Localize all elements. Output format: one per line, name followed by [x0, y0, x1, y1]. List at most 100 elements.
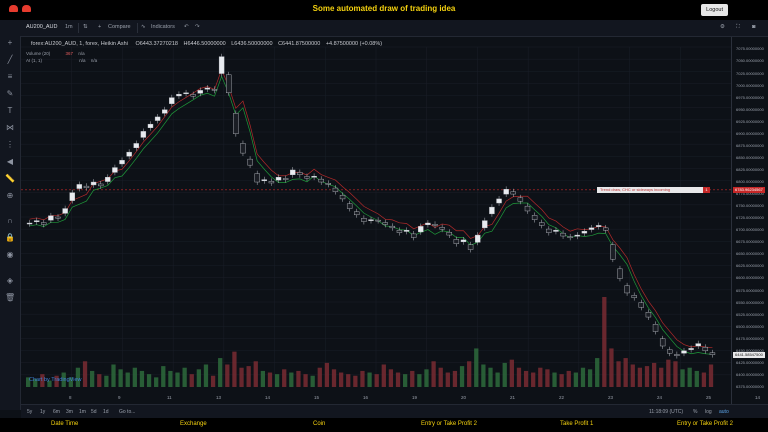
range-1m[interactable]: 1m	[79, 409, 86, 415]
volume-bar	[324, 362, 330, 387]
range-1d[interactable]: 1d	[103, 409, 109, 415]
range-5y[interactable]: 5y	[27, 409, 33, 415]
fullscreen-icon[interactable]: ⛶	[736, 24, 740, 30]
volume-bar	[132, 367, 137, 387]
candle-body	[539, 222, 545, 226]
chart-style-icon[interactable]: ⇅	[83, 24, 88, 30]
volume-bar	[331, 369, 337, 387]
candle-body	[226, 74, 232, 94]
volume-bar	[381, 364, 386, 387]
candle-body	[524, 205, 531, 212]
trendline-icon[interactable]: ╱	[7, 55, 13, 64]
price-tick: 6800.00000000	[736, 179, 764, 185]
range-1y[interactable]: 1y	[40, 409, 46, 415]
indicators-icon[interactable]: ∿	[141, 24, 146, 30]
price-axis[interactable]: 7075.00000000 7050.00000000 7025.00000000 7…	[731, 37, 768, 404]
lock-icon[interactable]: 🔒	[5, 233, 15, 242]
ai-na-1: n/a	[79, 58, 86, 63]
zoom-icon[interactable]: ⊕	[6, 191, 14, 200]
candle-body	[610, 244, 616, 260]
settings-icon[interactable]: ⚙	[720, 24, 725, 30]
volume-bar	[154, 377, 159, 387]
eye-icon[interactable]: ◉	[6, 250, 14, 259]
candle-body	[688, 348, 694, 350]
compare-button[interactable]: Compare	[108, 24, 131, 30]
tradingview-watermark[interactable]: Chart by TradingView	[29, 377, 82, 383]
logout-button[interactable]: Logout	[701, 4, 728, 16]
indicators-button[interactable]: Indicators	[151, 24, 175, 30]
candle-body	[48, 215, 54, 221]
candle-body	[247, 158, 253, 166]
range-3m[interactable]: 3m	[66, 409, 73, 415]
time-tick: 16	[363, 395, 369, 400]
chart-area[interactable]: forex:AU200_AUD, 1, forex, Heikin Ashi O…	[21, 37, 731, 404]
undo-icon[interactable]: ↶	[184, 24, 189, 30]
volume-legend: Volume (20) 367 n/a	[26, 51, 85, 56]
trash-icon[interactable]: 🗑	[5, 293, 16, 302]
candle-body	[410, 233, 417, 238]
snapshot-icon[interactable]: ◙	[752, 24, 756, 30]
volume-bar	[566, 370, 571, 387]
candle-body	[403, 230, 410, 232]
annotation-tag[interactable]: 1	[703, 187, 710, 193]
volume-bar	[139, 370, 145, 387]
price-chart[interactable]	[21, 37, 731, 394]
pattern-tool-icon[interactable]: ⋈	[6, 123, 14, 132]
goto-button[interactable]: Go to...	[119, 409, 136, 415]
volume-bar	[523, 370, 529, 387]
magnet-icon[interactable]: ∩	[7, 216, 13, 225]
volume-bar	[481, 364, 486, 387]
price-tick: 6675.00000000	[736, 239, 764, 245]
layers-icon[interactable]: ◈	[6, 276, 14, 285]
time-axis[interactable]: 8 9 11 13 14 15 16 19 20 21 22 23 24 25 14	[21, 394, 760, 404]
candle-body	[638, 302, 644, 308]
crosshair-icon[interactable]: +	[7, 38, 13, 47]
volume-bar	[445, 372, 450, 387]
symbol-search[interactable]: AU200_AUD	[26, 24, 58, 30]
time-tick: 25	[706, 395, 712, 400]
volume-bar	[118, 369, 123, 387]
volume-bar	[666, 359, 671, 387]
volume-bar	[531, 372, 536, 387]
volume-label: Volume (20)	[26, 51, 51, 56]
candle-body	[62, 208, 68, 214]
horizontal-line-icon[interactable]: ≡	[7, 72, 13, 81]
candle-body	[211, 88, 218, 91]
candle-body	[617, 268, 623, 279]
candle-body	[261, 179, 267, 182]
auto-toggle[interactable]: auto	[719, 409, 729, 415]
fib-tool-icon[interactable]: ⋮	[6, 140, 14, 149]
candle-body	[183, 92, 189, 95]
arrow-icon[interactable]: ◀	[6, 157, 14, 166]
volume-bar	[644, 366, 650, 387]
price-tick: 6875.00000000	[736, 142, 764, 148]
interval-selector[interactable]: 1m	[65, 24, 73, 30]
price-tick: 6750.00000000	[736, 203, 764, 209]
percent-toggle[interactable]: %	[693, 409, 698, 415]
log-toggle[interactable]: log	[705, 409, 712, 415]
price-tick: 6650.00000000	[736, 251, 764, 257]
candle-body	[531, 215, 538, 220]
range-5d[interactable]: 5d	[91, 409, 97, 415]
price-tick: 6375.00000000	[736, 384, 764, 389]
trend-annotation[interactable]: Trend draw, CHC or sideways incoming	[597, 187, 709, 193]
brush-icon[interactable]: ✎	[6, 89, 14, 98]
price-tick: 6600.00000000	[736, 275, 764, 281]
price-tick: 6850.00000000	[736, 154, 764, 160]
candle-body	[546, 228, 552, 233]
candle-body	[254, 173, 260, 183]
ruler-icon[interactable]: 📏	[5, 174, 15, 183]
range-6m[interactable]: 6m	[53, 409, 60, 415]
compare-icon[interactable]: +	[98, 24, 102, 30]
ai-legend: AI (1, 1) n/a n/a	[26, 58, 97, 63]
candle-body	[681, 350, 687, 354]
corner-app-icon[interactable]	[9, 5, 18, 12]
volume-bar	[232, 351, 237, 387]
corner-alert-icon[interactable]	[22, 5, 31, 12]
candle-body	[346, 203, 353, 209]
candle-body	[112, 167, 118, 173]
redo-icon[interactable]: ↷	[195, 24, 200, 30]
price-tick: 6825.00000000	[736, 166, 764, 172]
time-tick: 14	[755, 395, 761, 400]
text-tool-icon[interactable]: T	[7, 106, 13, 115]
